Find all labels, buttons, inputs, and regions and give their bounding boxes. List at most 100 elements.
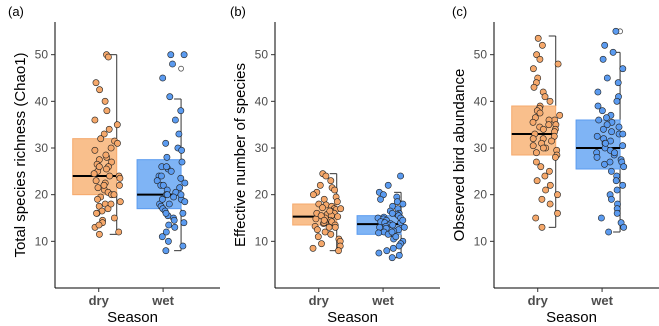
data-point-wet <box>612 177 620 185</box>
x-tick-label-wet: wet <box>371 293 394 308</box>
data-point-dry <box>320 195 328 203</box>
panel-label: (b) <box>230 4 246 19</box>
data-point-wet <box>165 221 173 229</box>
y-tick-label: 50 <box>474 48 488 62</box>
data-point-wet <box>606 158 614 166</box>
data-point-dry <box>331 186 338 194</box>
data-point-wet <box>615 123 623 131</box>
y-axis-label: Observed bird abundance <box>451 69 468 242</box>
data-point-wet <box>167 167 175 175</box>
data-point-wet <box>158 233 166 241</box>
data-point-dry <box>114 139 121 147</box>
data-point-dry <box>92 177 100 185</box>
data-point-wet <box>175 130 183 138</box>
data-point-wet <box>605 228 612 236</box>
data-point-dry <box>552 153 559 161</box>
data-point-wet <box>163 153 171 161</box>
data-point-wet <box>166 93 174 101</box>
data-point-dry <box>116 174 124 182</box>
data-point-dry <box>530 65 537 73</box>
y-tick-label: 10 <box>255 234 269 248</box>
y-axis-label: Total species richness (Chao1) <box>12 52 29 257</box>
data-point-wet <box>397 172 404 180</box>
data-point-dry <box>106 172 113 180</box>
data-point-wet <box>611 149 618 157</box>
data-point-dry <box>319 204 326 212</box>
data-point-dry <box>540 125 547 133</box>
panel-label: (a) <box>8 4 24 19</box>
data-point-wet <box>619 181 627 189</box>
data-point-wet <box>619 65 627 73</box>
data-point-dry <box>546 200 554 208</box>
data-point-wet <box>159 181 167 189</box>
data-point-dry <box>322 172 330 180</box>
data-point-wet <box>162 209 170 217</box>
data-point-dry <box>546 97 554 105</box>
x-tick-label-dry: dry <box>89 293 110 308</box>
data-point-wet <box>388 254 396 262</box>
data-point-dry <box>554 209 561 217</box>
data-point-dry <box>101 97 109 105</box>
data-point-dry <box>100 130 108 138</box>
data-point-dry <box>321 228 329 236</box>
data-point-wet <box>178 146 185 154</box>
data-point-wet <box>593 153 601 161</box>
data-point-wet <box>383 247 391 255</box>
data-point-wet <box>601 41 609 49</box>
data-point-wet <box>389 244 397 252</box>
data-point-dry <box>326 207 334 215</box>
data-point-wet <box>179 242 187 250</box>
data-point-wet <box>602 139 609 147</box>
data-point-wet <box>176 184 184 192</box>
box-wet <box>575 119 621 170</box>
x-tick-label-wet: wet <box>590 293 613 308</box>
data-point-wet <box>603 121 611 129</box>
data-point-dry <box>529 118 537 126</box>
data-point-wet <box>159 74 167 82</box>
data-point-dry <box>107 144 115 152</box>
x-axis-label: Season <box>546 309 597 326</box>
data-point-wet <box>612 27 620 35</box>
data-point-wet <box>598 214 605 222</box>
data-point-wet <box>153 177 161 185</box>
data-point-dry <box>90 170 98 178</box>
data-point-wet <box>375 229 382 237</box>
data-point-dry <box>546 167 553 175</box>
y-tick-label: 10 <box>35 234 49 248</box>
data-point-dry <box>331 223 339 231</box>
data-point-dry <box>554 191 561 199</box>
data-point-dry <box>115 228 123 236</box>
data-point-wet <box>181 179 189 187</box>
data-point-dry <box>546 181 554 189</box>
x-axis-label: Season <box>327 309 378 326</box>
data-point-wet <box>162 139 170 147</box>
data-point-dry <box>320 216 328 224</box>
data-point-wet <box>614 79 622 87</box>
data-point-dry <box>318 240 325 248</box>
data-point-wet <box>609 48 617 56</box>
data-point-dry <box>92 79 100 87</box>
data-point-wet <box>599 55 607 63</box>
data-point-wet <box>603 74 611 82</box>
data-point-dry <box>533 158 540 166</box>
data-point-wet <box>158 195 166 203</box>
data-point-wet <box>388 228 396 236</box>
data-point-dry <box>541 172 549 180</box>
data-point-dry <box>314 233 322 241</box>
data-point-wet <box>171 116 179 124</box>
data-point-dry <box>538 223 546 231</box>
data-point-dry <box>533 51 540 59</box>
panel-label: (c) <box>452 4 467 19</box>
data-point-dry <box>542 186 549 194</box>
data-point-dry <box>107 200 115 208</box>
y-tick-label: 10 <box>474 234 488 248</box>
data-point-wet <box>165 200 173 208</box>
data-point-dry <box>309 191 317 199</box>
y-tick-label: 20 <box>474 188 488 202</box>
data-point-dry <box>97 135 105 143</box>
x-tick-label-dry: dry <box>528 293 549 308</box>
data-point-dry <box>108 158 115 166</box>
data-point-dry <box>548 137 555 145</box>
data-point-dry <box>103 107 111 115</box>
data-point-wet <box>167 51 175 59</box>
